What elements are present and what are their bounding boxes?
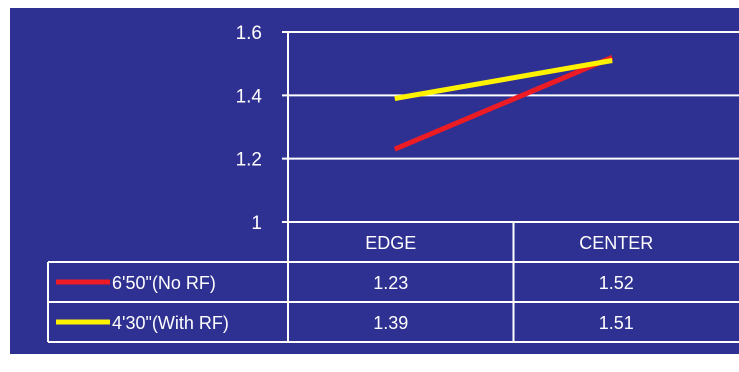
gridlines (282, 31, 739, 223)
data-label: 1.52 (599, 273, 634, 293)
legend-label: 6'50"(No RF) (112, 273, 216, 293)
series-line (394, 58, 613, 101)
line-chart: 1.6 1.4 1.2 1 EDGE CENTER 6'50"(No RF) 1.23 1.5… (47, 23, 739, 343)
legend-label: 4'30"(With RF) (112, 313, 229, 333)
y-axis-ticks: 1.6 1.4 1.2 1 (236, 23, 263, 234)
y-tick-label: 1.2 (236, 150, 262, 171)
y-tick-label: 1.6 (236, 23, 262, 44)
data-table: EDGE CENTER 6'50"(No RF) 1.23 1.52 4'30"(With… (47, 221, 739, 343)
data-label: 1.39 (373, 313, 408, 333)
category-label: CENTER (579, 233, 653, 253)
y-tick-label: 1.4 (236, 86, 263, 107)
data-label: 1.23 (373, 273, 408, 293)
chart-panel: 1.6 1.4 1.2 1 EDGE CENTER 6'50"(No RF) 1.23 1.5… (10, 8, 739, 354)
series-lines (393, 55, 614, 152)
series-line (393, 55, 614, 152)
category-label: EDGE (365, 233, 416, 253)
y-tick-label: 1 (251, 213, 262, 234)
data-label: 1.51 (599, 313, 634, 333)
